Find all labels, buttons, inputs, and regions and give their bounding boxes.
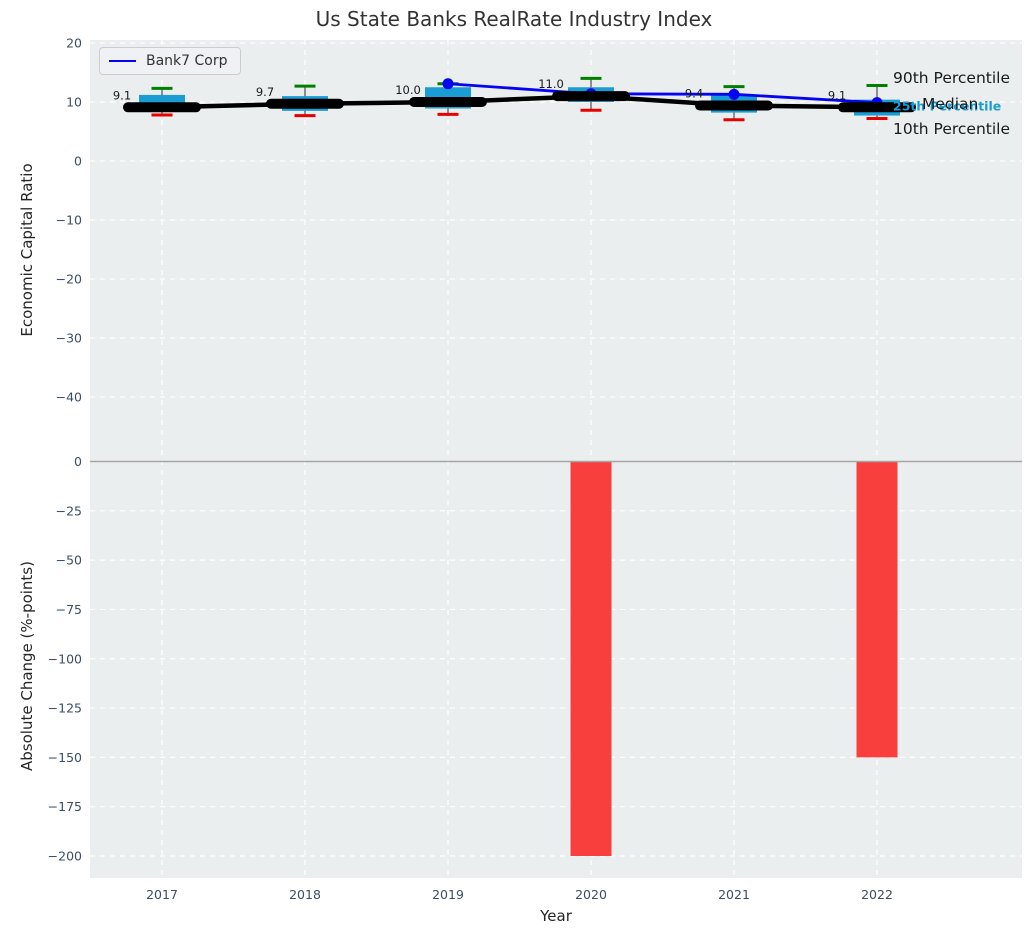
- top-y-tick-label: −20: [56, 272, 82, 287]
- bar-2020: [570, 461, 612, 856]
- bottom-y-tick-label: −75: [56, 602, 82, 617]
- bottom-y-tick-label: −150: [48, 750, 82, 765]
- x-tick-label: 2020: [575, 887, 607, 902]
- bank7-marker-2021: [728, 88, 740, 100]
- bottom-y-tick-label: 0: [74, 454, 82, 469]
- median-annotation-2017: 9.1: [113, 88, 131, 102]
- median-annotation-2020: 11.0: [538, 77, 564, 91]
- right-label-25th-percentile: 25th Percentile: [893, 98, 1002, 114]
- median-annotation-2021: 9.4: [685, 87, 703, 101]
- x-axis-label: Year: [540, 907, 572, 925]
- right-label-10th-percentile: 10th Percentile: [893, 120, 1011, 138]
- x-tick-label: 2021: [718, 887, 750, 902]
- legend-label: Bank7 Corp: [146, 53, 228, 69]
- top-y-tick-label: 20: [66, 36, 82, 51]
- legend: Bank7 Corp: [99, 47, 241, 75]
- right-label-median: Median: [922, 95, 979, 113]
- bottom-y-tick-label: −100: [48, 651, 82, 666]
- bottom-y-tick-label: −50: [56, 553, 82, 568]
- bank7-marker-2019: [442, 78, 454, 90]
- bottom-y-tick-label: −25: [56, 503, 82, 518]
- median-annotation-2018: 9.7: [256, 85, 274, 99]
- top-y-tick-label: 10: [66, 95, 82, 110]
- x-tick-label: 2022: [861, 887, 893, 902]
- chart-title: Us State Banks RealRate Industry Index: [315, 7, 713, 31]
- median-annotation-2019: 10.0: [395, 83, 421, 97]
- bank7-line: [447, 82, 878, 104]
- x-tick-label: 2019: [432, 887, 464, 902]
- top-y-tick-label: −40: [56, 390, 82, 405]
- bottom-y-tick-label: −200: [48, 849, 82, 864]
- x-tick-label: 2018: [289, 887, 321, 902]
- bar-2022: [856, 461, 898, 758]
- top-y-tick-label: 0: [74, 154, 82, 169]
- top-y-axis-label: Economic Capital Ratio: [18, 163, 36, 337]
- bottom-y-tick-label: −125: [48, 701, 82, 716]
- x-tick-label: 2017: [146, 887, 178, 902]
- legend-line-swatch: [109, 60, 136, 62]
- top-y-tick-label: −10: [56, 213, 82, 228]
- bottom-y-tick-label: −175: [48, 799, 82, 814]
- top-y-tick-label: −30: [56, 331, 82, 346]
- bottom-y-axis-label: Absolute Change (%-points): [18, 561, 36, 771]
- median-annotation-2022: 9.1: [828, 88, 846, 102]
- right-label-90th-percentile: 90th Percentile: [893, 69, 1011, 87]
